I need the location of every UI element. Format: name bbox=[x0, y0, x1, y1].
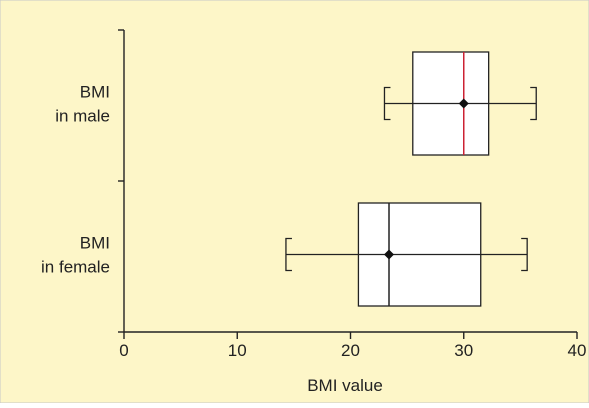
x-tick-label: 20 bbox=[341, 341, 360, 360]
axes: 0 10 20 30 40 bbox=[118, 29, 587, 360]
whisker-cap-high bbox=[530, 86, 537, 121]
whisker-cap-high bbox=[521, 237, 528, 272]
category-label: in male bbox=[55, 107, 110, 126]
whisker-cap-low bbox=[285, 237, 292, 272]
mean-marker bbox=[384, 249, 395, 260]
x-tick-label: 0 bbox=[119, 341, 128, 360]
x-tick-label: 10 bbox=[228, 341, 247, 360]
x-tick-label: 30 bbox=[454, 341, 473, 360]
box-series-item: BMI in female bbox=[41, 202, 528, 307]
whisker-cap-low bbox=[383, 86, 391, 121]
mean-marker bbox=[458, 98, 469, 109]
x-axis-label: BMI value bbox=[307, 376, 383, 395]
category-label: in female bbox=[41, 258, 110, 277]
category-label: BMI bbox=[80, 234, 110, 253]
x-tick-label: 40 bbox=[568, 341, 587, 360]
box-series-item: BMI in male bbox=[55, 51, 537, 156]
category-label: BMI bbox=[80, 83, 110, 102]
box-series: BMI in male BMI in female bbox=[41, 51, 537, 307]
